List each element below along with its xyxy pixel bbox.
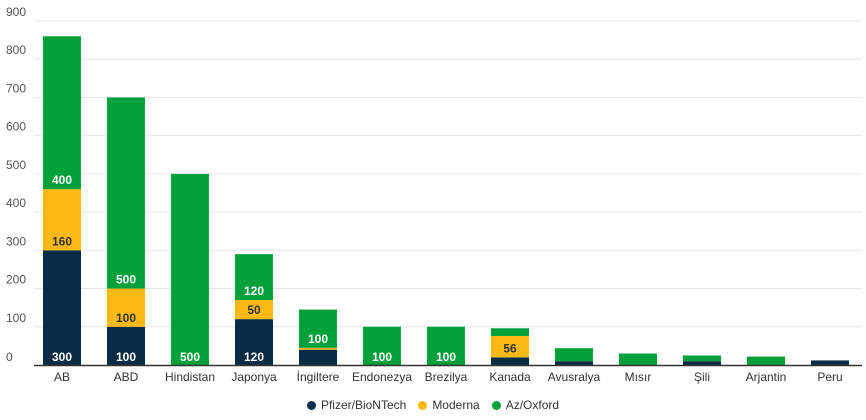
- data-label: 100: [436, 350, 456, 364]
- data-labels: 300 160 400 100 100 500 500 120 50 120 100 100 100 56: [52, 173, 517, 364]
- data-label: 100: [116, 350, 136, 364]
- y-tick-label: 700: [6, 81, 26, 95]
- y-tick-label: 200: [6, 273, 26, 287]
- data-label: 100: [308, 332, 328, 346]
- gridlines: [34, 20, 862, 328]
- legend-dot-icon: [491, 400, 501, 410]
- bar-segment: [363, 326, 401, 365]
- bar-segment: [491, 357, 529, 365]
- x-tick-label: Brezilya: [425, 370, 468, 384]
- bar-segment: [299, 349, 337, 365]
- bars: [43, 36, 849, 365]
- y-tick-label: 800: [6, 43, 26, 57]
- bar-segment: [107, 326, 145, 365]
- legend: Pfizer/BioNTech Moderna Az/Oxford: [0, 398, 866, 412]
- bar-segment: [43, 250, 81, 365]
- bar-segment: [427, 326, 465, 365]
- bar-segment: [43, 36, 81, 190]
- bar-segment: [235, 319, 273, 365]
- x-tick-label: İngiltere: [297, 370, 340, 384]
- y-tick-label: 0: [6, 350, 13, 364]
- data-label: 160: [52, 234, 72, 248]
- legend-item[interactable]: Moderna: [418, 398, 480, 412]
- data-label: 500: [116, 273, 136, 287]
- data-label: 120: [244, 284, 264, 298]
- y-tick-label: 500: [6, 158, 26, 172]
- y-tick-label: 100: [6, 311, 26, 325]
- legend-dot-icon: [418, 400, 428, 410]
- x-tick-label: Peru: [817, 370, 842, 384]
- x-tick-label: AB: [54, 370, 70, 384]
- x-tick-label: Kanada: [489, 370, 531, 384]
- data-label: 500: [180, 350, 200, 364]
- bar-segment: [299, 347, 337, 350]
- bar-segment: [491, 328, 529, 336]
- x-tick-label: Japonya: [231, 370, 277, 384]
- bar-segment: [555, 361, 593, 365]
- y-tick-label: 600: [6, 120, 26, 134]
- stacked-bar-chart: 0 100 200 300 400 500 600 700 800 900 300 160 400 10…: [6, 5, 862, 384]
- data-label: 50: [247, 303, 261, 317]
- x-tick-label: Hindistan: [165, 370, 215, 384]
- y-tick-label: 900: [6, 5, 26, 19]
- y-tick-label: 400: [6, 196, 26, 210]
- data-label: 400: [52, 173, 72, 187]
- legend-label: Pfizer/BioNTech: [320, 398, 407, 412]
- y-axis: 0 100 200 300 400 500 600 700 800 900: [6, 5, 26, 364]
- legend-label: Moderna: [432, 398, 480, 412]
- data-label: 100: [372, 350, 392, 364]
- data-label: 120: [244, 350, 264, 364]
- x-axis: AB ABD Hindistan Japonya İngiltere Endonezya B…: [34, 364, 862, 384]
- bar-segment: [555, 348, 593, 362]
- legend-dot-icon: [306, 400, 316, 410]
- x-tick-label: Avusralya: [548, 370, 601, 384]
- bar-segment: [43, 189, 81, 251]
- bar-segment: [235, 300, 273, 320]
- legend-label: Az/Oxford: [505, 398, 560, 412]
- y-tick-label: 300: [6, 234, 26, 248]
- legend-item[interactable]: Az/Oxford: [491, 398, 560, 412]
- bar-segment: [299, 309, 337, 348]
- bar-segment: [171, 173, 209, 365]
- bar-segment: [619, 353, 657, 365]
- x-tick-label: ABD: [114, 370, 139, 384]
- bar-segment: [683, 361, 721, 365]
- bar-segment: [811, 360, 849, 365]
- data-label: 56: [503, 341, 517, 355]
- x-tick-label: Endonezya: [352, 370, 412, 384]
- bar-segment: [107, 97, 145, 289]
- bar-segment: [107, 288, 145, 327]
- x-tick-label: Mısır: [625, 370, 652, 384]
- bar-segment: [491, 335, 529, 358]
- data-label: 300: [52, 350, 72, 364]
- x-tick-label: Şili: [694, 370, 710, 384]
- legend-item[interactable]: Pfizer/BioNTech: [306, 398, 407, 412]
- data-label: 100: [116, 311, 136, 325]
- bar-segment: [683, 355, 721, 362]
- bar-segment: [235, 254, 273, 301]
- bar-segment: [747, 356, 785, 365]
- x-tick-label: Arjantin: [746, 370, 787, 384]
